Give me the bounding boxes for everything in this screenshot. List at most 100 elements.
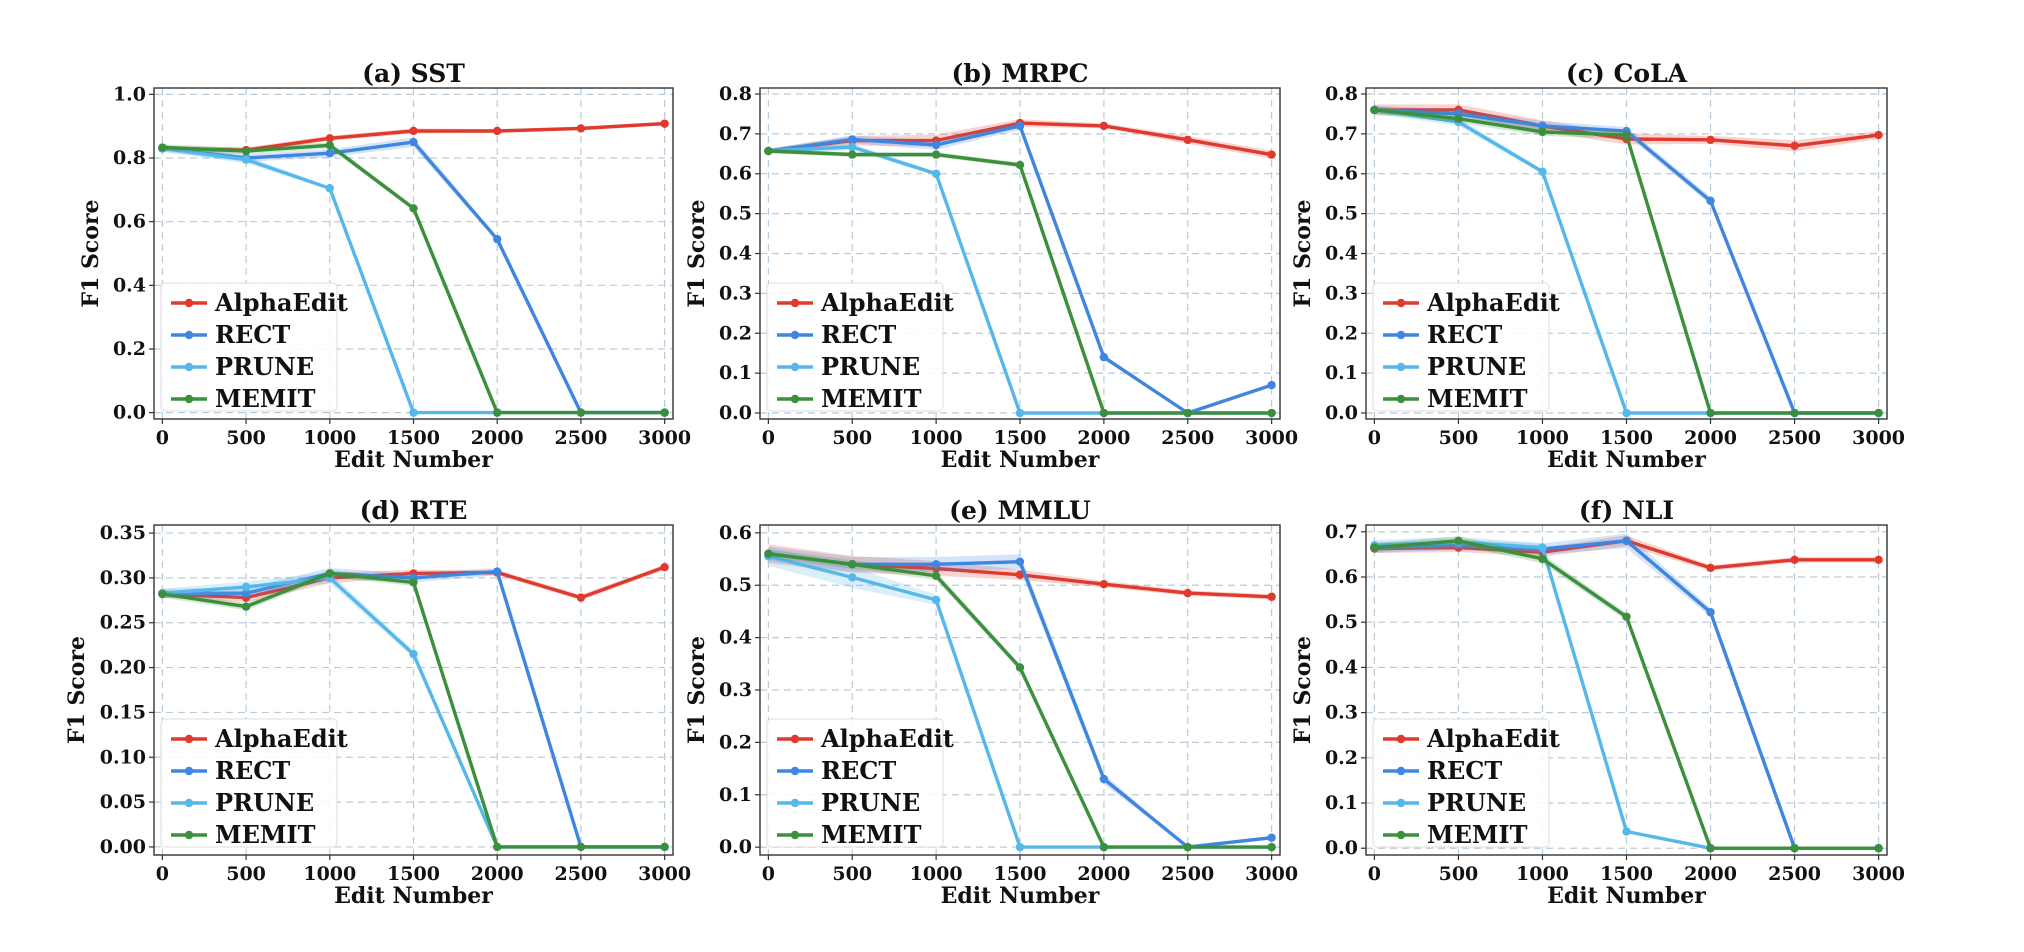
legend-label: MEMIT bbox=[215, 384, 316, 413]
legend-marker bbox=[1396, 766, 1406, 776]
x-tick-label: 1500 bbox=[387, 863, 440, 885]
data-point bbox=[1622, 130, 1631, 140]
legend: AlphaEdit RECT PRUNE MEMIT bbox=[766, 718, 954, 849]
y-axis-label: F1 Score bbox=[1290, 199, 1316, 307]
legend: AlphaEdit RECT PRUNE MEMIT bbox=[1372, 718, 1560, 849]
data-point bbox=[493, 408, 502, 417]
data-point bbox=[1454, 114, 1463, 123]
data-point bbox=[409, 137, 418, 147]
legend-label: RECT bbox=[821, 756, 896, 785]
legend-entry-memit: MEMIT bbox=[777, 820, 922, 849]
data-point bbox=[848, 560, 857, 569]
legend-entry-prune: PRUNE bbox=[171, 352, 314, 381]
data-point bbox=[241, 588, 251, 598]
legend-label: PRUNE bbox=[215, 352, 314, 381]
confidence-band bbox=[768, 547, 1272, 848]
chart-title: (e) MMLU bbox=[949, 496, 1091, 525]
legend-marker bbox=[790, 330, 800, 340]
data-point bbox=[660, 842, 669, 852]
confidence-band bbox=[162, 564, 665, 603]
legend-label: AlphaEdit bbox=[214, 724, 348, 753]
legend-label: PRUNE bbox=[1427, 352, 1526, 381]
legend-marker bbox=[184, 766, 194, 776]
y-tick-label: 0.0 bbox=[719, 402, 752, 424]
data-point bbox=[1874, 555, 1883, 565]
data-point bbox=[1099, 408, 1109, 418]
y-tick-label: 0.2 bbox=[113, 338, 146, 360]
data-point bbox=[1790, 408, 1799, 418]
data-point bbox=[1099, 579, 1109, 589]
x-tick-label: 0 bbox=[1368, 427, 1381, 449]
x-tick-label: 0 bbox=[156, 427, 169, 449]
y-tick-label: 0.4 bbox=[113, 274, 146, 296]
legend-marker bbox=[1396, 830, 1406, 840]
legend-label: PRUNE bbox=[1427, 788, 1526, 817]
data-point bbox=[1015, 842, 1025, 852]
y-tick-label: 0.7 bbox=[719, 123, 752, 145]
series-memit bbox=[764, 146, 1276, 418]
x-tick-label: 500 bbox=[832, 427, 872, 449]
data-point bbox=[493, 842, 502, 852]
legend-marker bbox=[184, 362, 194, 372]
data-point bbox=[1015, 121, 1025, 131]
data-point bbox=[241, 146, 251, 156]
legend-entry-prune: PRUNE bbox=[777, 352, 920, 381]
x-tick-label: 2500 bbox=[554, 427, 607, 449]
data-point bbox=[660, 119, 669, 128]
data-point bbox=[576, 124, 586, 133]
legend-label: AlphaEdit bbox=[820, 724, 954, 753]
y-tick-label: 0.20 bbox=[100, 657, 146, 679]
y-tick-label: 0.3 bbox=[1325, 702, 1358, 724]
series-memit bbox=[158, 569, 669, 852]
y-tick-label: 1.0 bbox=[113, 83, 146, 105]
x-tick-label: 2000 bbox=[1077, 427, 1130, 449]
legend-label: MEMIT bbox=[821, 820, 922, 849]
data-point bbox=[1099, 352, 1109, 362]
legend: AlphaEdit RECT PRUNE MEMIT bbox=[766, 282, 954, 413]
x-tick-label: 500 bbox=[226, 427, 266, 449]
legend: AlphaEdit RECT PRUNE MEMIT bbox=[160, 282, 348, 413]
legend-label: RECT bbox=[1427, 756, 1502, 785]
legend-box bbox=[1372, 282, 1550, 412]
data-point bbox=[325, 141, 334, 150]
data-point bbox=[764, 549, 773, 559]
confidence-band bbox=[1374, 535, 1879, 571]
legend-label: RECT bbox=[821, 320, 896, 349]
y-axis-label: F1 Score bbox=[64, 636, 90, 744]
data-point bbox=[1538, 121, 1547, 131]
y-tick-label: 0.2 bbox=[719, 731, 752, 753]
data-point bbox=[1538, 127, 1547, 137]
data-point bbox=[1015, 557, 1025, 566]
chart-title: (b) MRPC bbox=[952, 59, 1089, 88]
subplot-2: 0 500 1000 1500 2000 2500 3000 0.0 0.1 0.2 0.3 0.4 0… bbox=[684, 59, 1298, 473]
x-tick-label: 1000 bbox=[303, 427, 356, 449]
legend-label: PRUNE bbox=[821, 788, 920, 817]
y-tick-label: 0.2 bbox=[1325, 747, 1358, 769]
data-point bbox=[409, 204, 418, 213]
y-tick-label: 0.5 bbox=[1325, 203, 1358, 225]
legend-label: RECT bbox=[215, 320, 290, 349]
series-memit bbox=[764, 549, 1276, 852]
data-point bbox=[1538, 543, 1547, 552]
data-point bbox=[1454, 536, 1463, 546]
data-point bbox=[409, 649, 418, 659]
data-point bbox=[1183, 135, 1192, 145]
y-tick-label: 0.6 bbox=[113, 211, 146, 233]
legend-entry-rect: RECT bbox=[171, 756, 290, 785]
data-point bbox=[409, 578, 418, 587]
legend-label: AlphaEdit bbox=[214, 288, 348, 317]
x-tick-label: 1500 bbox=[1600, 427, 1653, 449]
x-axis-label: Edit Number bbox=[941, 447, 1100, 473]
data-point bbox=[660, 562, 669, 572]
legend-marker bbox=[790, 798, 800, 808]
legend-entry-alphaedit: AlphaEdit bbox=[1383, 724, 1560, 753]
data-point bbox=[1267, 592, 1276, 601]
legend-label: AlphaEdit bbox=[1426, 724, 1560, 753]
y-tick-label: 0.4 bbox=[719, 243, 752, 265]
legend-marker bbox=[1396, 330, 1406, 340]
y-tick-label: 0.10 bbox=[100, 746, 146, 768]
legend-entry-alphaedit: AlphaEdit bbox=[1383, 288, 1560, 317]
data-point bbox=[1267, 842, 1276, 852]
legend-label: MEMIT bbox=[1427, 384, 1528, 413]
